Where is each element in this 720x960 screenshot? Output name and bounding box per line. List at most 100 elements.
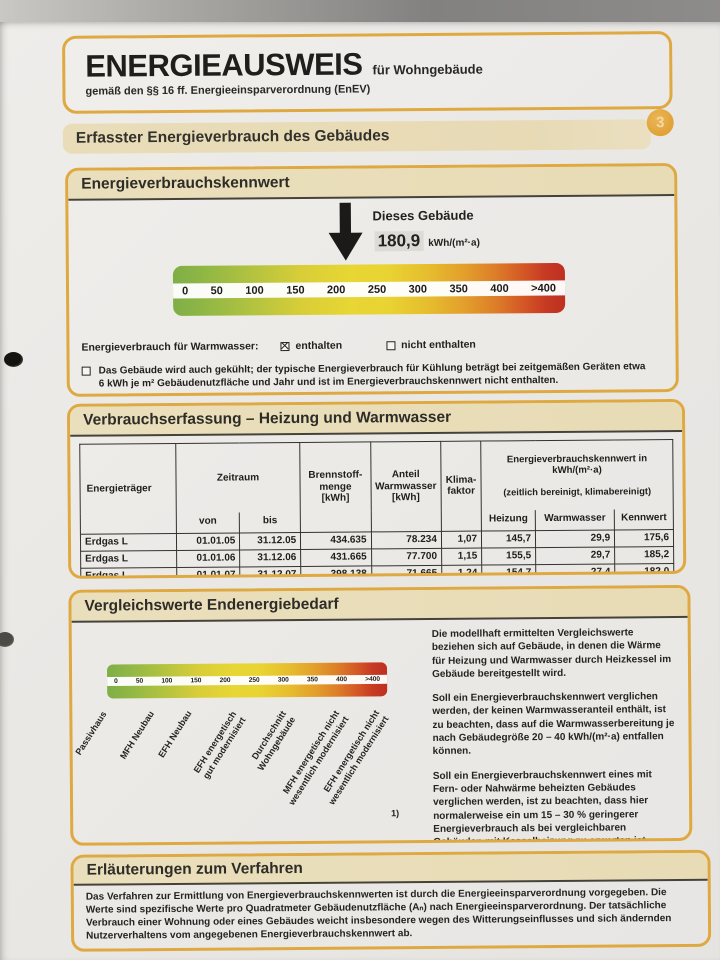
col-header-zeitraum: Zeitraum (175, 442, 301, 514)
vergleichswerte-body: 0 50 100 150 200 250 300 350 400 >400 Pa (72, 618, 690, 845)
kennwert-group-line1: Energieverbrauchskennwert in kWh/(m²·a) (506, 452, 648, 476)
warmwasser-label: Energieverbrauch für Warmwasser: (81, 340, 259, 354)
table-cell: Erdgas L (80, 533, 177, 551)
comparison-label: EFH energetisch gut modernisiert (191, 709, 248, 781)
table-cell: Erdgas L (80, 550, 177, 568)
col-header-kennwert-group: Energieverbrauchskennwert in kWh/(m²·a) … (480, 439, 674, 511)
table-cell: 77.700 (371, 548, 442, 566)
vergleichswerte-box-title: Vergleichswerte Endenergiebedarf (71, 587, 688, 623)
comparison-label: Durchschnitt Wohngebäude (249, 709, 298, 773)
comparison-label: MFH Neubau (117, 709, 156, 761)
certificate-content: ENERGIEAUSWEIS für Wohngebäude gemäß den… (0, 17, 720, 960)
verbrauchserfassung-box-title: Verbrauchserfassung – Heizung und Warmwa… (69, 401, 683, 437)
table-cell: 31.12.06 (239, 549, 301, 567)
kennwert-group-line2: (zeitlich bereinigt, klimabereinigt) (503, 486, 652, 498)
scale-tick: 100 (245, 284, 264, 297)
table-cell: 78.234 (370, 531, 442, 549)
kennwert-box-title: Energieverbrauchskennwert (68, 166, 675, 201)
col-header-energietraeger: Energieträger (79, 443, 177, 534)
comparison-paragraph: Soll ein Energieverbrauchskennwert eines… (432, 768, 652, 846)
footnote-marker: 1) (391, 808, 400, 819)
energy-scale-tick-band: 0 50 100 150 200 250 300 350 400 >400 (107, 674, 388, 686)
marker-unit: kWh/(m²·a) (428, 237, 480, 249)
document-title-suffix: für Wohngebäude (372, 61, 483, 78)
col-header-von: von (176, 512, 240, 534)
comparison-paragraph: Soll ein Energieverbrauchskennwert vergl… (432, 691, 675, 758)
consumption-table: Energieträger Zeitraum Brennstoff- menge… (79, 439, 675, 579)
kennwert-box: Energieverbrauchskennwert Dieses Gebäude… (65, 163, 679, 397)
table-cell: 31.12.07 (240, 566, 302, 579)
table-cell: 01.01.07 (176, 566, 241, 579)
energy-scale-tick-band: 0 50 100 150 200 250 300 350 400 >400 (172, 280, 566, 299)
table-cell: 1,24 (441, 564, 482, 579)
table-cell: 185,2 (614, 546, 674, 564)
scale-tick: 250 (367, 283, 387, 296)
scale-tick: >400 (531, 281, 556, 295)
table-cell: 434.635 (300, 531, 372, 550)
col-header-bis: bis (239, 512, 301, 533)
scale-tick: 300 (408, 282, 428, 296)
table-cell: 01.01.05 (176, 532, 240, 551)
comparison-paragraph: Die modellhaft ermittelten Vergleichswer… (431, 627, 672, 680)
building-marker-arrow-icon (328, 202, 362, 260)
energy-scale-large: 0 50 100 150 200 250 300 350 400 >400 (172, 262, 566, 316)
table-cell: 29,9 (535, 529, 615, 548)
marker-label: Dieses Gebäude (372, 207, 474, 224)
col-header-kennwert: Kennwert (614, 509, 674, 530)
scale-tick: 200 (219, 677, 231, 685)
scale-tick: 400 (336, 676, 348, 684)
col-header-heizung: Heizung (481, 510, 536, 531)
scale-tick: 50 (135, 677, 144, 685)
checkbox-unchecked-icon (386, 340, 396, 350)
col-header-brennstoffmenge: Brennstoff- menge [kWh] (299, 441, 371, 533)
scale-tick: 350 (306, 676, 318, 684)
table-cell: 145,7 (481, 530, 536, 548)
table-cell: 71.665 (371, 565, 442, 579)
scale-tick: 350 (449, 282, 468, 295)
table-cell: 154,7 (481, 564, 536, 579)
punch-hole-bottom (0, 632, 14, 647)
checkbox-unchecked-icon (81, 366, 91, 376)
scale-tick: >400 (365, 675, 381, 683)
energy-scale-small: 0 50 100 150 200 250 300 350 400 >400 (106, 662, 388, 699)
scale-tick: 300 (277, 676, 289, 684)
table-cell: 1,07 (441, 530, 482, 549)
table-cell: 31.12.05 (239, 532, 301, 550)
marker-value-row: 180,9 kWh/(m²·a) (374, 230, 480, 252)
scale-tick: 100 (161, 677, 173, 685)
col-header-anteil-warmwasser: Anteil Warmwasser [kWh] (370, 441, 442, 532)
table-cell: 431.665 (300, 548, 372, 567)
table-cell: 29,7 (535, 546, 615, 565)
comparison-text-column: Die modellhaft ermittelten Vergleichswer… (430, 618, 690, 845)
header-box: ENERGIEAUSWEIS für Wohngebäude gemäß den… (62, 31, 673, 114)
scale-tick: 0 (114, 677, 118, 685)
page-number-badge: 3 (646, 109, 674, 137)
section-bar: Erfasster Energieverbrauch des Gebäudes (62, 119, 651, 154)
scale-tick: 150 (190, 677, 202, 685)
table-cell: 398.138 (300, 565, 372, 579)
cooling-note-row: Das Gebäude wird auch gekühlt; der typis… (81, 360, 664, 391)
scale-tick: 250 (248, 676, 260, 684)
table-cell: Erdgas L (80, 567, 177, 579)
scale-tick: 150 (286, 283, 305, 297)
table-cell: 01.01.06 (176, 549, 241, 568)
section-title: Erfasster Energieverbrauch des Gebäudes (75, 127, 390, 147)
option-excluded-label: nicht enthalten (401, 338, 476, 352)
marker-value: 180,9 (374, 230, 424, 252)
erlaeuterungen-text: Das Verfahren zur Ermittlung von Energie… (85, 887, 672, 942)
table-cell: 175,6 (614, 529, 674, 547)
col-header-warmwasser: Warmwasser (535, 509, 615, 531)
scale-tick: 50 (210, 284, 223, 297)
scale-tick: 200 (326, 283, 346, 296)
cooling-note-text: Das Gebäude wird auch gekühlt; der typis… (98, 361, 646, 390)
table-cell: 27,4 (535, 563, 615, 579)
option-included-label: enthalten (295, 339, 343, 353)
col-header-klimafaktor: Klima- faktor (440, 441, 482, 532)
verbrauchserfassung-box: Verbrauchserfassung – Heizung und Warmwa… (66, 398, 687, 579)
kennwert-body: Dieses Gebäude 180,9 kWh/(m²·a) 0 50 100… (68, 196, 675, 393)
comparison-label: Passivhaus (73, 709, 109, 757)
erlaeuterungen-box: Erläuterungen zum Verfahren Das Verfahre… (70, 849, 712, 952)
document-title: ENERGIEAUSWEIS (85, 46, 363, 84)
warmwasser-row: Energieverbrauch für Warmwasser: enthalt… (81, 337, 663, 354)
